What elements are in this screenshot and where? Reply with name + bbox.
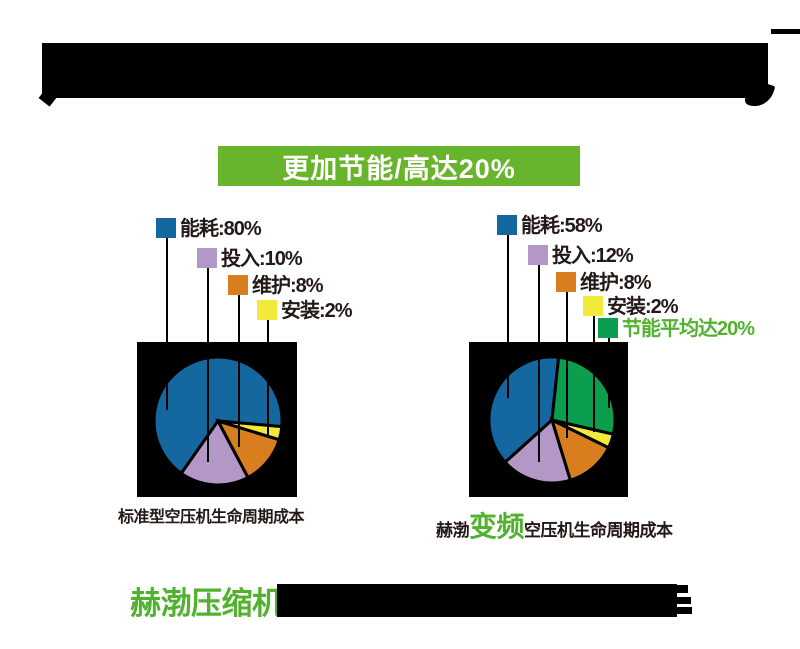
legend-leader-line-hebo-vfd-3 xyxy=(593,316,595,432)
legend-swatch-hebo-vfd-2 xyxy=(556,272,576,292)
chart-caption-standard: 标准型空压机生命周期成本 xyxy=(118,509,305,526)
legend-leader-line-hebo-vfd-2 xyxy=(566,292,568,438)
pie-chart-background-hebo-vfd xyxy=(469,342,628,497)
legend-swatch-standard-2 xyxy=(228,275,248,295)
legend-label-hebo-vfd-0: 能耗:58% xyxy=(521,215,603,237)
legend-leader-line-standard-1 xyxy=(207,268,209,462)
chart-caption-segment-hebo-vfd-2: 空压机生命周期成本 xyxy=(524,521,673,540)
legend-label-standard-1: 投入:10% xyxy=(221,248,303,270)
chart-caption-hebo-vfd: 赫渤变频空压机生命周期成本 xyxy=(436,513,673,541)
chart-caption-segment-hebo-vfd-0: 赫渤 xyxy=(436,521,470,540)
legend-swatch-standard-1 xyxy=(197,248,217,268)
chart-caption-segment-hebo-vfd-1: 变频 xyxy=(469,511,525,542)
legend-label-standard-2: 维护:8% xyxy=(252,275,324,297)
legend-leader-line-standard-0 xyxy=(166,238,168,410)
legend-swatch-standard-0 xyxy=(156,218,176,238)
chart-caption-segment-standard-0: 标准型空压机生命周期成本 xyxy=(118,509,305,526)
savings-banner: 更加节能/高达20% xyxy=(218,146,580,186)
legend-swatch-standard-3 xyxy=(257,300,277,320)
legend-label-hebo-vfd-2: 维护:8% xyxy=(580,272,652,294)
legend-leader-line-hebo-vfd-0 xyxy=(507,235,509,398)
legend-label-standard-3: 安装:2% xyxy=(281,300,353,322)
legend-swatch-hebo-vfd-1 xyxy=(528,245,548,265)
footer-brand-text: 赫渤压缩机 xyxy=(130,586,283,621)
legend-swatch-hebo-vfd-4 xyxy=(598,318,618,338)
footer-bar-jagged-edge xyxy=(677,585,688,593)
legend-leader-line-hebo-vfd-1 xyxy=(538,265,540,462)
footer-bar-jagged-edge xyxy=(677,597,691,604)
legend-leader-line-standard-3 xyxy=(267,320,269,435)
footer-redacted-bar xyxy=(277,584,677,617)
pie-chart-background-standard xyxy=(137,342,297,497)
legend-leader-line-hebo-vfd-4 xyxy=(608,338,610,408)
legend-leader-line-standard-2 xyxy=(238,295,240,447)
savings-banner-label: 更加节能/高达20% xyxy=(282,153,516,184)
pie-slice-能耗 xyxy=(152,355,284,476)
footer-bar-jagged-edge xyxy=(677,607,692,614)
legend-swatch-hebo-vfd-3 xyxy=(583,296,603,316)
pie-slice-投入 xyxy=(503,417,573,485)
legend-label-standard-0: 能耗:80% xyxy=(180,218,262,240)
legend-label-hebo-vfd-4: 节能平均达20% xyxy=(622,318,755,340)
pie-slice-投入 xyxy=(179,418,251,487)
legend-label-hebo-vfd-3: 安装:2% xyxy=(607,296,679,318)
legend-label-hebo-vfd-1: 投入:12% xyxy=(552,245,634,267)
legend-swatch-hebo-vfd-0 xyxy=(497,215,517,235)
pie-chart-standard xyxy=(152,355,284,487)
pie-slice-安装 xyxy=(217,419,284,442)
pie-chart-hebo-vfd xyxy=(487,355,617,485)
title-top-right-fragment xyxy=(771,29,800,34)
title-redacted-bar xyxy=(42,43,768,98)
pie-slice-能耗 xyxy=(487,355,561,465)
pie-slice-节能平均达 xyxy=(550,355,617,436)
